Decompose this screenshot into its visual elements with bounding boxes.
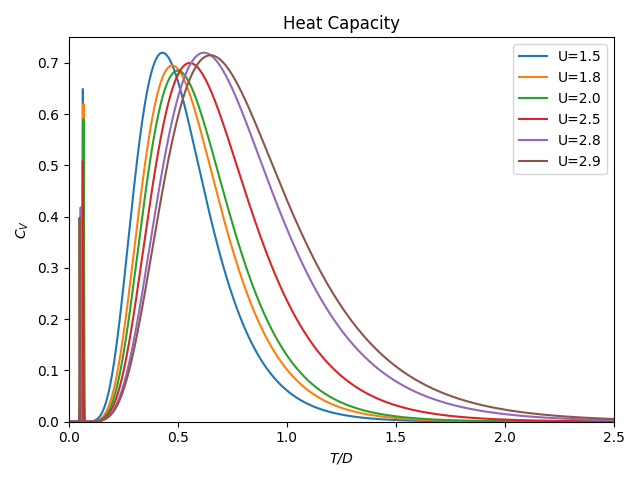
U=1.5 — [93, 416, 101, 422]
U=2.5 — [263, 251, 271, 257]
U=2.8 — [610, 417, 618, 423]
U=2.5 — [499, 417, 506, 422]
U=2.9 — [610, 416, 618, 422]
U=2.9 — [66, 419, 74, 425]
U=2.9 — [93, 419, 101, 424]
Y-axis label: $C_V$: $C_V$ — [15, 220, 31, 239]
U=2.0 — [610, 419, 618, 424]
U=2.5 — [93, 419, 101, 424]
Line: U=2.5: U=2.5 — [70, 63, 614, 422]
U=2.9 — [388, 360, 396, 366]
U=2.0 — [66, 419, 74, 425]
U=1.5 — [412, 418, 419, 424]
U=2.0 — [174, 68, 182, 73]
U=2.0 — [388, 413, 396, 419]
U=2.8 — [388, 376, 396, 382]
U=1.8 — [499, 419, 506, 424]
U=2.8 — [263, 175, 271, 180]
U=2.8 — [93, 419, 101, 424]
U=1.8 — [66, 419, 74, 425]
U=2.9 — [470, 400, 477, 406]
U=2.8 — [66, 419, 74, 425]
U=2.9 — [263, 148, 271, 154]
Legend: U=1.5, U=1.8, U=2.0, U=2.5, U=2.8, U=2.9: U=1.5, U=1.8, U=2.0, U=2.5, U=2.8, U=2.9 — [513, 44, 607, 174]
U=2.5 — [412, 408, 419, 413]
U=1.5 — [159, 50, 166, 56]
U=2.0 — [93, 418, 101, 424]
Line: U=1.8: U=1.8 — [70, 66, 614, 422]
U=1.5 — [263, 366, 271, 372]
U=2.5 — [66, 419, 74, 425]
U=2.9 — [412, 377, 419, 383]
U=1.8 — [610, 419, 618, 425]
U=1.8 — [263, 336, 271, 342]
Line: U=2.8: U=2.8 — [70, 53, 614, 422]
U=1.8 — [168, 63, 176, 69]
U=1.8 — [388, 415, 396, 420]
U=2.0 — [263, 317, 271, 323]
U=2.5 — [470, 415, 477, 421]
U=2.0 — [499, 419, 506, 424]
U=2.8 — [200, 50, 208, 56]
U=2.5 — [610, 419, 618, 424]
U=2.8 — [470, 407, 477, 412]
U=1.8 — [470, 418, 477, 424]
U=1.8 — [412, 417, 419, 422]
Line: U=1.5: U=1.5 — [70, 53, 614, 422]
U=2.0 — [470, 418, 477, 424]
X-axis label: T/D: T/D — [330, 451, 353, 465]
U=1.5 — [610, 419, 618, 425]
U=2.8 — [412, 389, 419, 395]
U=2.9 — [207, 52, 214, 58]
U=1.5 — [499, 419, 506, 424]
U=1.5 — [388, 417, 396, 423]
U=1.5 — [66, 419, 74, 425]
U=2.9 — [499, 407, 506, 412]
U=1.5 — [470, 419, 477, 424]
Title: Heat Capacity: Heat Capacity — [283, 15, 400, 33]
Line: U=2.9: U=2.9 — [70, 55, 614, 422]
U=2.5 — [186, 60, 193, 66]
U=1.8 — [93, 418, 101, 423]
U=2.5 — [388, 401, 396, 407]
Line: U=2.0: U=2.0 — [70, 71, 614, 422]
U=2.8 — [499, 411, 506, 417]
U=2.0 — [412, 415, 419, 421]
